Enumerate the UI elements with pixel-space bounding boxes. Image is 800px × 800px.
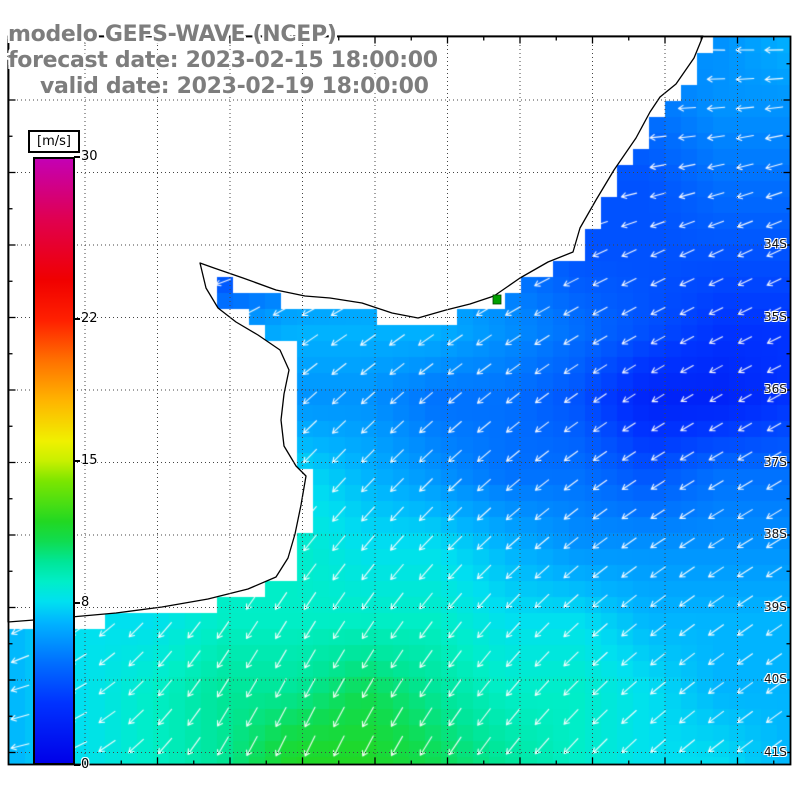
colorbar-unit-label: [m/s]: [28, 130, 80, 153]
valid-date-line: valid date: 2023-02-19 18:00:00: [40, 74, 429, 99]
coastline-landmass: [7, 35, 704, 623]
lat-label-41s: 41S: [764, 744, 787, 759]
plot-frame: [7, 35, 792, 766]
lat-label-38s: 38S: [764, 527, 787, 541]
colorbar-tick-mark: [74, 318, 80, 321]
lat-label-36s: 36S: [764, 382, 787, 396]
colorbar-tick-label: 30: [81, 149, 98, 164]
colorbar-tick-mark: [74, 156, 80, 158]
colorbar-tick-mark: [74, 764, 80, 766]
lat-label-40s: 40S: [764, 672, 787, 686]
lat-label-37s: 37S: [764, 454, 787, 469]
lat-label-35s: 35S: [764, 309, 787, 324]
colorbar-tick-label: 0: [81, 757, 90, 772]
forecast-date-line: forecast date: 2023-02-15 18:00:00: [8, 48, 438, 73]
colorbar-tick-mark: [74, 601, 80, 604]
coast-marker: [492, 294, 502, 305]
title-block: modelo GEFS-WAVE (NCEP) forecast date: 2…: [8, 22, 438, 100]
colorbar-tick-mark: [74, 460, 80, 462]
lat-label-34s: 34S: [764, 237, 787, 251]
colorbar-tick-label: 8: [81, 594, 90, 610]
colorbar-tick-label: 15: [81, 453, 98, 468]
colorbar-tick-label: 22: [81, 311, 98, 327]
colorbar-gradient: [33, 157, 75, 765]
model-title: modelo GEFS-WAVE (NCEP): [8, 22, 337, 47]
lat-label-39s: 39S: [764, 599, 787, 614]
